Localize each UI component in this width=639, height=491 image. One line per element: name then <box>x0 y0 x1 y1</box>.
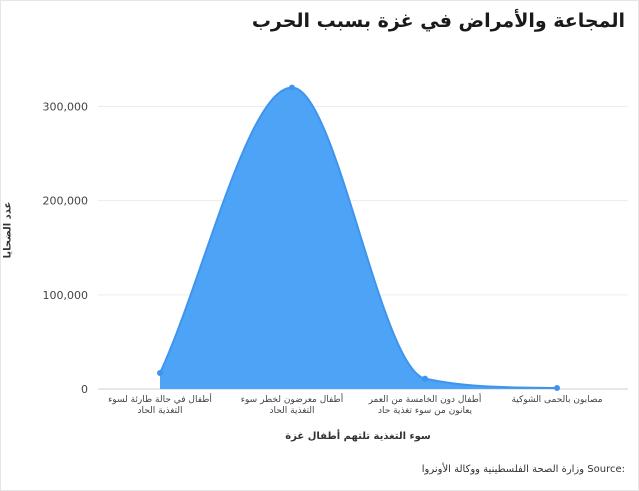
series-line <box>159 86 558 390</box>
y-tick-label: 200,000 <box>43 195 89 208</box>
source-prefix: Source: <box>587 464 625 475</box>
data-point <box>554 385 560 392</box>
data-point <box>289 84 295 91</box>
source-note: وزارة الصحة الفلسطينية ووكالة الأونروا S… <box>422 464 625 475</box>
y-tick-labels: 0 100,000 200,000 300,000 <box>43 101 89 397</box>
data-points <box>157 84 560 392</box>
x-tick-label: أطفال دون الخامسة من العمر يعانون من سوء… <box>368 395 482 416</box>
data-point <box>422 375 428 382</box>
x-axis-label: سوء التغذية تلتهم أطفال غزة <box>285 431 431 442</box>
y-tick-label: 100,000 <box>43 289 89 302</box>
data-point <box>157 369 163 376</box>
series-area <box>160 87 557 390</box>
x-tick-label: أطفال معرضون لخطر سوء التغذية الحاد <box>240 395 344 416</box>
y-tick-label: 0 <box>81 383 88 396</box>
chart-title: المجاعة والأمراض في غزة بسبب الحرب <box>251 10 625 32</box>
x-tick-label: أطفال في حالة طارئة لسوء التغذية الحاد <box>108 395 212 416</box>
y-tick-label: 300,000 <box>43 101 89 114</box>
y-axis-label: عدد الضحايا <box>2 201 14 259</box>
source-text: وزارة الصحة الفلسطينية ووكالة الأونروا <box>421 464 585 475</box>
x-tick-label: مصابون بالحمى الشوكية <box>511 395 603 405</box>
